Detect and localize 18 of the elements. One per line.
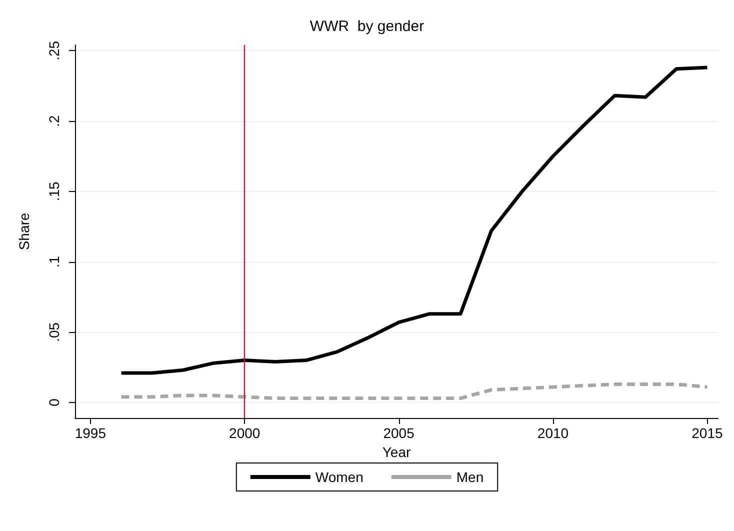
y-tick-label: .15 <box>46 181 62 202</box>
chart-title: WWR by gender <box>310 18 424 35</box>
x-tick-label: 1995 <box>74 425 106 441</box>
x-axis-title: Year <box>382 444 411 460</box>
y-axis-title: Share <box>16 212 32 250</box>
y-tick-label: 0 <box>46 398 62 406</box>
x-tick-label: 2010 <box>537 425 569 441</box>
y-tick-label: .2 <box>46 114 62 127</box>
legend-label: Women <box>315 469 364 485</box>
x-tick-label: 2005 <box>383 425 415 441</box>
x-tick-label: 2015 <box>692 425 723 441</box>
y-tick-label: .25 <box>46 40 62 60</box>
line-series <box>120 66 709 375</box>
legend-label: Men <box>456 469 484 485</box>
x-tick-label: 2000 <box>229 425 260 441</box>
line-series <box>120 382 709 400</box>
y-tick-label: .05 <box>46 322 62 342</box>
y-tick-label: .1 <box>46 256 62 268</box>
